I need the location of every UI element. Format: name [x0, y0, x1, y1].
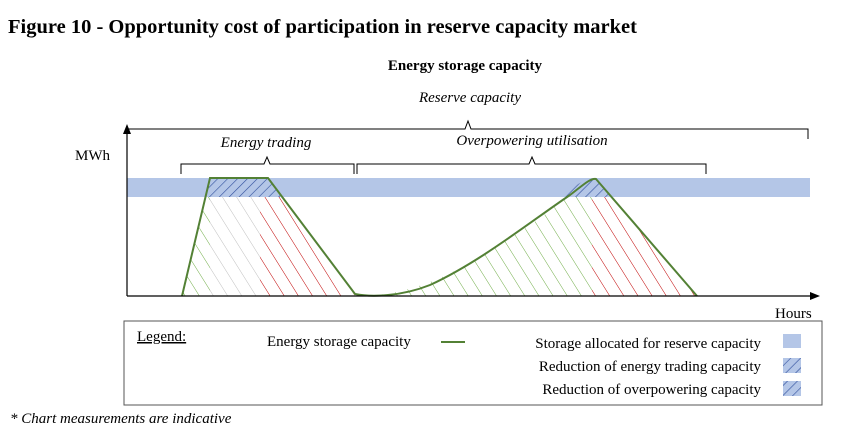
legend-trading-swatch — [783, 358, 801, 373]
overpowering-brace — [356, 155, 707, 174]
footnote: * Chart measurements are indicative — [10, 411, 232, 427]
legend-overpower-swatch — [783, 381, 801, 396]
legend-box — [123, 320, 823, 406]
overpowering-label: Overpowering utilisation — [456, 133, 607, 149]
legend-heading: Legend: — [137, 329, 186, 345]
reserve-capacity-band — [127, 178, 810, 197]
energy-storage-capacity-label: Energy storage capacity — [388, 58, 543, 74]
legend-trading-label: Reduction of energy trading capacity — [539, 359, 762, 375]
x-axis-arrow — [810, 292, 820, 300]
energy-trading-label: Energy trading — [220, 135, 312, 151]
y-axis-arrow — [123, 124, 131, 134]
legend-line-label: Energy storage capacity — [267, 334, 411, 350]
figure-title: Figure 10 - Opportunity cost of particip… — [8, 16, 637, 38]
reserve-capacity-label: Reserve capacity — [418, 90, 521, 106]
legend: Legend: Energy storage capacity Storage … — [123, 320, 823, 406]
legend-reserve-swatch — [783, 334, 801, 348]
legend-overpower-label: Reduction of overpowering capacity — [542, 382, 761, 398]
energy-trading-brace — [180, 155, 355, 174]
x-axis-label: Hours — [775, 306, 812, 322]
energy-trading-reduction-area — [206, 178, 282, 197]
legend-reserve-label: Storage allocated for reserve capacity — [535, 336, 761, 352]
y-axis-label: MWh — [75, 148, 110, 164]
